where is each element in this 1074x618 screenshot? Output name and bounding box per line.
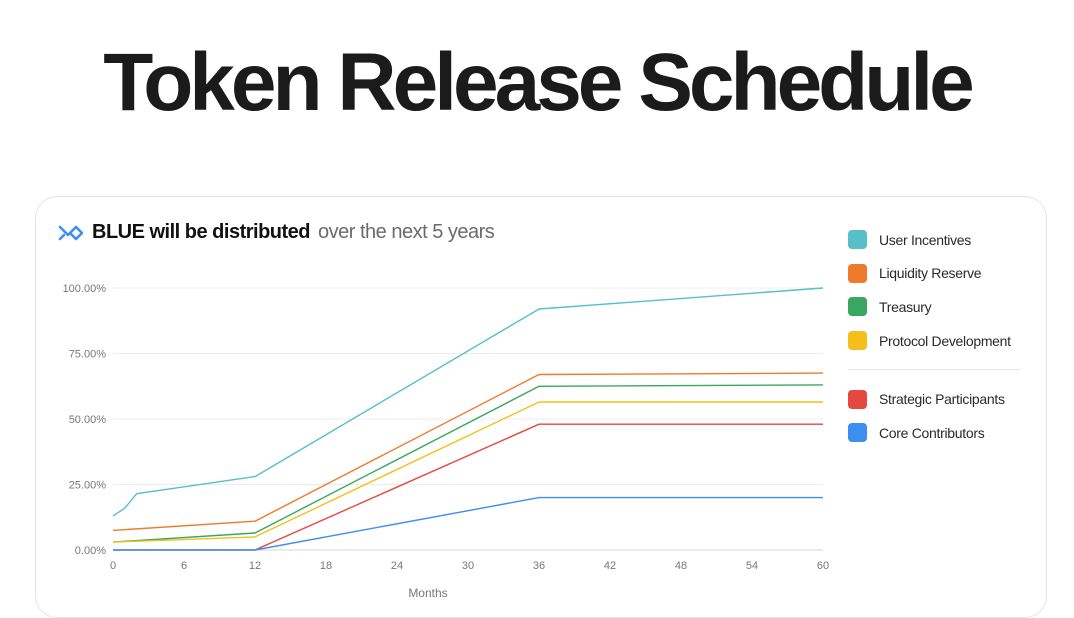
x-tick-label: 12 bbox=[249, 560, 261, 572]
card-heading: BLUE will be distributed over the next 5… bbox=[58, 221, 495, 244]
legend-swatch bbox=[848, 297, 867, 317]
heading-token: BLUE will be distributed bbox=[92, 221, 311, 243]
x-tick-label: 6 bbox=[181, 560, 187, 572]
legend-swatch bbox=[848, 263, 867, 283]
legend-label: Treasury bbox=[879, 298, 932, 315]
legend-label: Core Contributors bbox=[879, 424, 985, 441]
legend-item-protocol-development[interactable]: Protocol Development bbox=[848, 324, 1028, 358]
x-tick-label: 60 bbox=[817, 560, 829, 572]
legend-divider bbox=[848, 369, 1020, 371]
x-tick-label: 54 bbox=[746, 560, 758, 572]
blue-logo-icon bbox=[58, 225, 84, 240]
series-line-user-incentives bbox=[112, 287, 824, 517]
legend-label: Liquidity Reserve bbox=[879, 265, 982, 282]
release-chart: 0.00% 25.00% 50.00% 75.00% 100.00% 0 6 12 18 24 30… bbox=[63, 283, 830, 597]
legend-swatch bbox=[848, 331, 867, 351]
series-line-protocol-development bbox=[112, 401, 823, 543]
legend-item-treasury[interactable]: Treasury bbox=[848, 290, 1028, 324]
legend-item-strategic-participants[interactable]: Strategic Participants bbox=[848, 382, 1028, 416]
chart-card: 0.00% 25.00% 50.00% 75.00% 100.00% 0 6 12 18 24 30… bbox=[35, 196, 1047, 618]
x-tick-label: 0 bbox=[110, 560, 116, 572]
legend-label: User Incentives bbox=[879, 231, 971, 248]
series-line-core-contributors bbox=[113, 496, 823, 551]
legend-item-user-incentives[interactable]: User Incentives bbox=[848, 223, 1028, 257]
x-tick-label: 36 bbox=[533, 560, 545, 572]
legend-swatch bbox=[848, 423, 867, 443]
page-title: Token Release Schedule bbox=[103, 37, 975, 128]
x-tick-label: 18 bbox=[320, 560, 332, 572]
x-tick-label: 42 bbox=[604, 560, 616, 572]
chart-legend: User Incentives Liquidity Reserve Treasu… bbox=[848, 223, 1028, 450]
legend-label: Strategic Participants bbox=[879, 391, 1005, 408]
legend-swatch bbox=[848, 389, 867, 409]
legend-item-core-contributors[interactable]: Core Contributors bbox=[848, 416, 1028, 450]
legend-label: Protocol Development bbox=[879, 332, 1011, 349]
y-tick-label: 50.00% bbox=[69, 414, 107, 426]
x-tick-label: 30 bbox=[462, 560, 474, 572]
x-tick-label: 24 bbox=[391, 560, 403, 572]
series-line-treasury bbox=[112, 384, 824, 543]
series-line-strategic-participants bbox=[113, 423, 823, 551]
x-tick-label: 48 bbox=[675, 560, 687, 572]
y-tick-label: 75.00% bbox=[69, 349, 107, 361]
y-tick-label: 100.00% bbox=[63, 283, 107, 295]
heading-duration: over the next 5 years bbox=[318, 221, 495, 243]
series-line-liquidity-reserve bbox=[112, 372, 824, 532]
legend-item-liquidity-reserve[interactable]: Liquidity Reserve bbox=[848, 257, 1028, 291]
y-tick-label: 25.00% bbox=[69, 480, 107, 492]
legend-swatch bbox=[848, 230, 867, 250]
y-tick-label: 0.00% bbox=[75, 545, 106, 557]
x-axis-title: Months bbox=[408, 586, 447, 597]
